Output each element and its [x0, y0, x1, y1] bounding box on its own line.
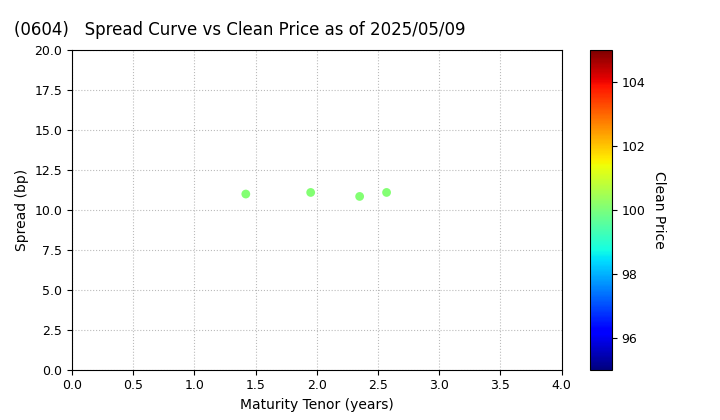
- Point: [354, 193, 366, 200]
- X-axis label: Maturity Tenor (years): Maturity Tenor (years): [240, 398, 394, 412]
- Point: [240, 191, 251, 197]
- Point: [305, 189, 317, 196]
- Point: [381, 189, 392, 196]
- Text: (0604)   Spread Curve vs Clean Price as of 2025/05/09: (0604) Spread Curve vs Clean Price as of…: [14, 21, 466, 39]
- Y-axis label: Clean Price: Clean Price: [652, 171, 667, 249]
- Y-axis label: Spread (bp): Spread (bp): [15, 169, 29, 251]
